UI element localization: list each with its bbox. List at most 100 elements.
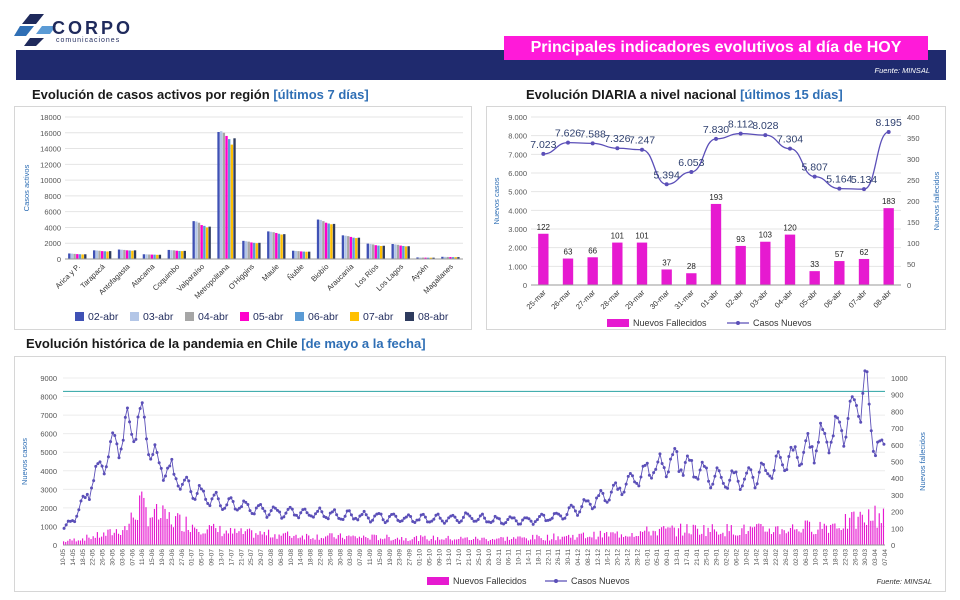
y-right-tick-label: 400 — [891, 474, 904, 483]
cases-point — [111, 431, 115, 435]
deaths-bar — [105, 535, 107, 545]
bar — [158, 254, 162, 259]
cases-point — [738, 131, 743, 136]
bar — [108, 251, 112, 259]
x-tick-label: 30-11 — [565, 549, 572, 566]
deaths-bar — [128, 523, 130, 545]
deaths-bar — [134, 519, 137, 545]
bar — [394, 244, 397, 259]
deaths-bar — [682, 535, 684, 545]
cases-point — [787, 455, 791, 459]
deaths-bar — [213, 523, 215, 545]
deaths-bar — [882, 508, 885, 545]
legend-swatch — [75, 312, 84, 321]
cases-point — [387, 515, 391, 519]
deaths-bar — [749, 526, 751, 545]
deaths-bar — [223, 533, 225, 545]
cases-point — [831, 434, 835, 438]
corpo-logo-icon — [14, 14, 56, 46]
cases-point — [235, 508, 239, 512]
deaths-bar — [570, 537, 572, 545]
cases-point — [865, 370, 869, 374]
cases-point — [453, 515, 457, 519]
deaths-bar — [151, 517, 153, 545]
deaths-bar — [680, 523, 682, 545]
cases-point — [711, 482, 715, 486]
cases-point — [569, 503, 573, 507]
deaths-bar — [817, 529, 819, 545]
cases-point — [106, 455, 110, 459]
deaths-bar — [318, 539, 320, 545]
deaths-bar — [709, 532, 711, 545]
y-right-tick-label: 350 — [907, 134, 920, 143]
cases-point — [671, 453, 675, 457]
deaths-bar — [350, 536, 352, 545]
cases-point — [445, 519, 449, 523]
bar — [322, 221, 325, 259]
cases-point — [527, 517, 531, 521]
x-tick-label: 10-05 — [60, 549, 67, 566]
bar — [347, 236, 350, 259]
cases-data-label: 5.134 — [851, 174, 877, 186]
cases-point — [267, 513, 271, 517]
deaths-bar — [221, 536, 223, 545]
cases-point — [163, 474, 167, 478]
deaths-bar — [158, 519, 160, 545]
deaths-bar — [737, 535, 739, 545]
deaths-bar — [373, 534, 375, 545]
deaths-bar — [485, 539, 487, 545]
cases-point — [734, 470, 738, 474]
cases-point — [366, 516, 370, 520]
deaths-bar — [536, 534, 538, 545]
cases-point — [199, 487, 203, 491]
bar — [283, 234, 286, 259]
deaths-bar — [625, 535, 627, 545]
cases-point — [736, 479, 740, 483]
deaths-bar — [198, 531, 200, 545]
cases-point — [622, 490, 626, 494]
cases-point — [835, 416, 839, 420]
deaths-bar — [667, 527, 669, 545]
deaths-bar — [162, 505, 164, 545]
legend-swatch — [350, 312, 359, 321]
deaths-bar — [208, 525, 210, 545]
bar — [180, 251, 184, 259]
bar — [277, 233, 281, 259]
x-tick-label: 06-11 — [506, 549, 513, 566]
y-right-tick-label: 300 — [891, 491, 904, 500]
deaths-data-label: 120 — [783, 224, 797, 233]
deaths-bar — [206, 529, 208, 545]
y-right-axis-label: Nuevos fallecidos — [932, 171, 941, 230]
cases-point — [704, 466, 708, 470]
deaths-data-label: 57 — [835, 250, 844, 259]
cases-point — [848, 399, 852, 403]
cases-point — [730, 469, 734, 473]
deaths-bar — [177, 513, 179, 545]
bar — [427, 257, 430, 259]
cases-point — [755, 482, 759, 486]
deaths-bar — [718, 534, 720, 545]
y-tick-label: 16000 — [40, 129, 61, 138]
cases-point — [698, 468, 702, 472]
cases-point — [643, 463, 647, 467]
deaths-bar — [532, 534, 534, 545]
bar — [349, 236, 353, 259]
deaths-bar — [561, 536, 563, 545]
deaths-bar — [98, 537, 101, 545]
deaths-bar — [811, 531, 813, 545]
deaths-data-label: 193 — [709, 193, 723, 202]
cases-point — [132, 440, 136, 444]
cases-point — [202, 489, 206, 493]
deaths-bar — [673, 527, 675, 545]
deaths-bar — [639, 531, 642, 545]
cases-point — [679, 468, 683, 472]
cases-point — [406, 513, 410, 517]
deaths-bar — [352, 535, 354, 545]
brand-subtitle: comunicaciones — [56, 37, 121, 44]
x-tick-label: 31-mar — [673, 288, 697, 312]
y-left-tick-label: 8.000 — [508, 132, 527, 141]
bar — [424, 257, 427, 259]
deaths-bar — [147, 526, 149, 545]
y-left-tick-label: 1.000 — [508, 262, 527, 271]
cases-point — [757, 470, 761, 474]
